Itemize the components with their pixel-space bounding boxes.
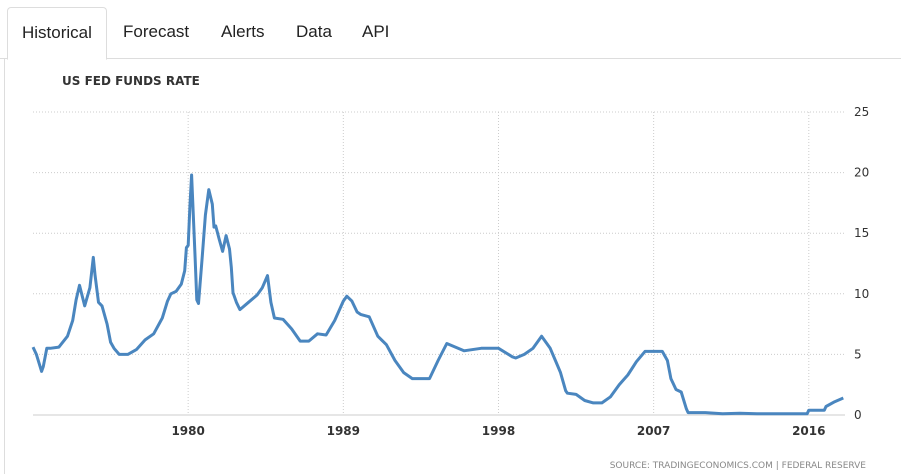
y-tick-label: 10 [854, 287, 869, 301]
x-tick-label: 2007 [637, 424, 670, 438]
tab-forecast[interactable]: Forecast [123, 22, 190, 41]
fed-funds-chart: US FED FUNDS RATE 0 5 10 15 20 25 1980 1989 199… [31, 74, 869, 471]
x-tick-label: 1989 [327, 424, 360, 438]
y-tick-label: 25 [854, 105, 869, 119]
x-tick-label: 2016 [792, 424, 825, 438]
tab-data[interactable]: Data [296, 22, 332, 41]
y-tick-label: 15 [854, 226, 869, 240]
y-axis: 0 5 10 15 20 25 [854, 105, 869, 422]
tab-historical[interactable]: Historical [7, 7, 107, 60]
chart-title: US FED FUNDS RATE [62, 74, 200, 88]
x-tick-label: 1980 [171, 424, 204, 438]
tab-bar: Historical Forecast Alerts Data API [0, 0, 901, 60]
series-line [31, 173, 844, 416]
source-note: SOURCE: TRADINGECONOMICS.COM | FEDERAL R… [610, 461, 867, 471]
y-tick-label: 0 [854, 408, 862, 422]
tab-alerts[interactable]: Alerts [221, 22, 265, 41]
chart-panel: US FED FUNDS RATE 0 5 10 15 20 25 1980 1989 199… [4, 59, 901, 474]
tab-api[interactable]: API [362, 22, 390, 41]
x-axis: 1980 1989 1998 2007 2016 [171, 424, 825, 438]
y-tick-label: 5 [854, 347, 862, 361]
chart-grid [33, 111, 845, 416]
x-tick-label: 1998 [482, 424, 515, 438]
y-tick-label: 20 [854, 166, 869, 180]
